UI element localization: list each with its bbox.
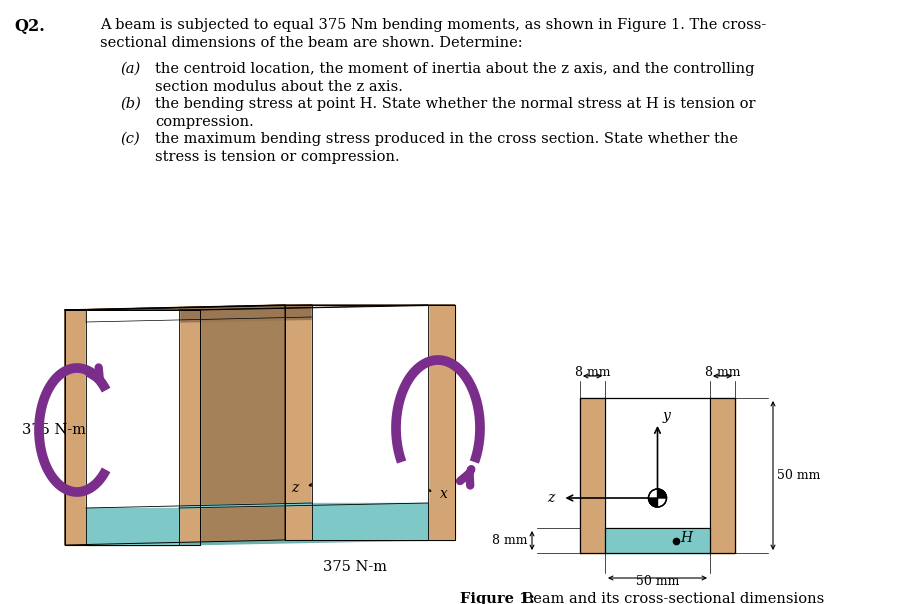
Text: z: z [547,491,554,505]
Polygon shape [649,498,657,507]
Text: Figure 1:: Figure 1: [460,592,535,604]
Text: 8 mm: 8 mm [574,366,610,379]
Text: (c): (c) [120,132,140,146]
Polygon shape [657,489,666,498]
Polygon shape [86,503,428,508]
Text: y: y [374,395,382,409]
Text: compression.: compression. [155,115,254,129]
Text: Q2.: Q2. [14,18,45,35]
Text: y: y [663,409,670,423]
Text: H: H [680,532,693,545]
Text: 50 mm: 50 mm [777,469,821,482]
Polygon shape [312,503,428,540]
Circle shape [649,489,666,507]
Text: (a): (a) [120,62,141,76]
Polygon shape [86,508,179,545]
Polygon shape [65,305,455,310]
Polygon shape [312,305,428,503]
Text: 50 mm: 50 mm [636,575,679,588]
Text: 375 N-m: 375 N-m [323,560,387,574]
Polygon shape [285,305,455,540]
Polygon shape [179,305,428,322]
Polygon shape [86,540,428,545]
Text: 375 N-m: 375 N-m [22,423,86,437]
Text: sectional dimensions of the beam are shown. Determine:: sectional dimensions of the beam are sho… [100,36,523,50]
Polygon shape [580,398,605,553]
Text: 8 mm: 8 mm [493,534,528,547]
Text: 8 mm: 8 mm [705,366,740,379]
Polygon shape [65,305,285,545]
Polygon shape [710,398,735,553]
Text: (b): (b) [120,97,141,111]
Polygon shape [86,305,312,322]
Text: section modulus about the z axis.: section modulus about the z axis. [155,80,403,94]
Text: the maximum bending stress produced in the cross section. State whether the: the maximum bending stress produced in t… [155,132,738,146]
Polygon shape [65,310,200,545]
Text: z: z [290,481,298,495]
Polygon shape [86,310,179,508]
Text: x: x [440,487,448,501]
Text: the bending stress at point H. State whether the normal stress at H is tension o: the bending stress at point H. State whe… [155,97,755,111]
Polygon shape [605,398,710,528]
Polygon shape [605,528,710,553]
Text: A beam is subjected to equal 375 Nm bending moments, as shown in Figure 1. The c: A beam is subjected to equal 375 Nm bend… [100,18,766,32]
Text: Beam and its cross-sectional dimensions: Beam and its cross-sectional dimensions [518,592,824,604]
Text: the centroid location, the moment of inertia about the z axis, and the controlli: the centroid location, the moment of ine… [155,62,754,76]
Text: stress is tension or compression.: stress is tension or compression. [155,150,400,164]
